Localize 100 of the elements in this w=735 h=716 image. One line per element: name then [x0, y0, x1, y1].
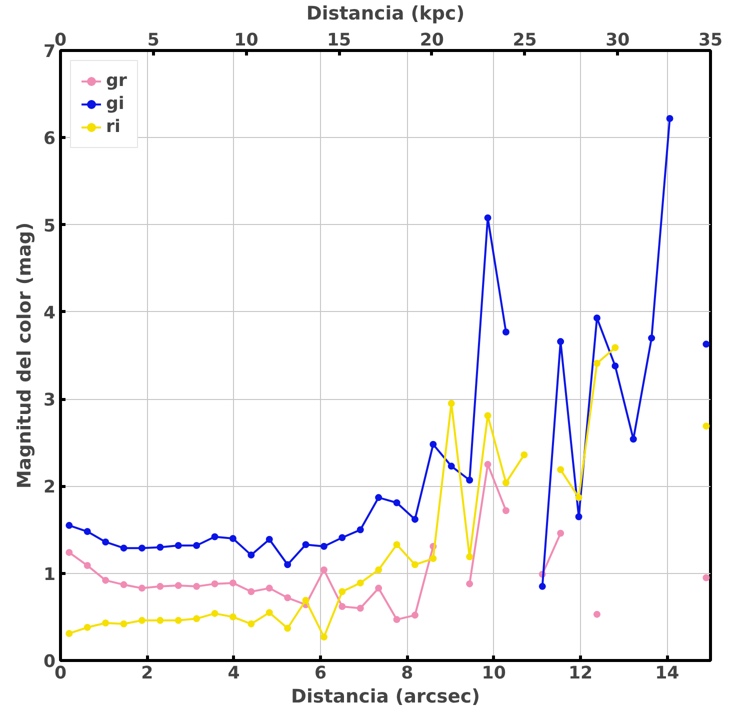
- y-axis-title: Magnitud del color (mag): [14, 222, 36, 489]
- point: [302, 596, 310, 604]
- point: [466, 553, 474, 560]
- point: [448, 400, 455, 407]
- x-tick-label: 10: [482, 664, 506, 684]
- point: [138, 544, 146, 552]
- point: [502, 507, 510, 514]
- point: [229, 535, 236, 542]
- point: [338, 534, 346, 542]
- legend-label: ri: [106, 117, 122, 137]
- point: [84, 562, 91, 570]
- legend-label: gi: [106, 94, 126, 114]
- point: [320, 542, 328, 550]
- point: [520, 451, 528, 458]
- point: [266, 584, 273, 592]
- x2-tick-label: 25: [512, 30, 537, 50]
- point: [320, 566, 328, 574]
- x-tick-label: 14: [655, 664, 680, 684]
- point: [484, 412, 492, 420]
- point: [120, 544, 128, 552]
- point: [211, 610, 218, 617]
- point: [102, 538, 110, 546]
- point: [248, 552, 255, 559]
- point: [66, 522, 73, 529]
- x2-tick-label: 15: [327, 30, 352, 50]
- point: [66, 548, 73, 556]
- point: [338, 602, 346, 610]
- x-tick-label: 2: [141, 664, 154, 684]
- point: [484, 460, 492, 468]
- y-tick-label: 3: [43, 390, 56, 411]
- point: [538, 582, 546, 590]
- point: [557, 466, 564, 474]
- point: [320, 633, 328, 640]
- point: [466, 476, 474, 484]
- point: [138, 616, 146, 624]
- point: [593, 610, 600, 618]
- x-tick-label: 6: [314, 664, 327, 684]
- point: [356, 604, 364, 612]
- point: [430, 555, 437, 562]
- point: [666, 114, 674, 122]
- x2-tick-label: 20: [420, 30, 444, 50]
- point: [284, 624, 292, 632]
- point: [284, 594, 292, 602]
- y-tick-label: 4: [43, 303, 56, 324]
- point: [702, 340, 710, 348]
- point: [593, 314, 600, 322]
- point: [338, 588, 346, 596]
- point: [174, 616, 182, 624]
- x2-tick-label: 10: [234, 30, 258, 50]
- point: [375, 494, 382, 502]
- point: [393, 541, 400, 548]
- y-tick-label: 6: [43, 129, 56, 150]
- point: [356, 579, 364, 586]
- point: [266, 536, 273, 543]
- point: [502, 479, 510, 486]
- point: [466, 580, 474, 588]
- point: [702, 422, 710, 430]
- legend-label: gr: [106, 71, 127, 91]
- point: [448, 462, 455, 470]
- point: [648, 334, 656, 342]
- point: [630, 436, 637, 443]
- point: [138, 584, 146, 592]
- point: [411, 561, 418, 568]
- point: [557, 338, 564, 346]
- point: [557, 530, 564, 537]
- point: [84, 624, 91, 631]
- point: [156, 616, 164, 624]
- x2-axis-title: Distancia (kpc): [306, 4, 465, 24]
- x-axis-title: Distancia (arcsec): [290, 686, 480, 708]
- x-tick-label: 12: [568, 664, 593, 684]
- point: [120, 620, 128, 628]
- point: [302, 541, 310, 548]
- y-tick-label: 7: [43, 42, 56, 62]
- point: [411, 516, 418, 523]
- point: [193, 615, 200, 622]
- x-tick-label: 8: [401, 664, 414, 684]
- point: [174, 542, 182, 549]
- point: [575, 494, 582, 502]
- point: [120, 581, 128, 588]
- point: [356, 526, 364, 534]
- point: [193, 582, 200, 590]
- point: [248, 588, 255, 596]
- point: [248, 620, 255, 628]
- point: [612, 362, 619, 370]
- point: [174, 582, 182, 590]
- point: [229, 613, 236, 620]
- point: [575, 513, 582, 520]
- point: [502, 328, 510, 336]
- y-tick-label: 1: [43, 564, 56, 585]
- x-tick-label: 4: [228, 664, 240, 684]
- point: [612, 344, 619, 352]
- point: [484, 214, 492, 222]
- x2-tick-label: 35: [698, 30, 723, 50]
- point: [66, 630, 73, 637]
- point: [393, 616, 400, 624]
- point: [284, 561, 292, 568]
- point: [411, 612, 418, 619]
- point: [593, 360, 600, 367]
- point: [229, 579, 236, 586]
- point: [430, 440, 437, 448]
